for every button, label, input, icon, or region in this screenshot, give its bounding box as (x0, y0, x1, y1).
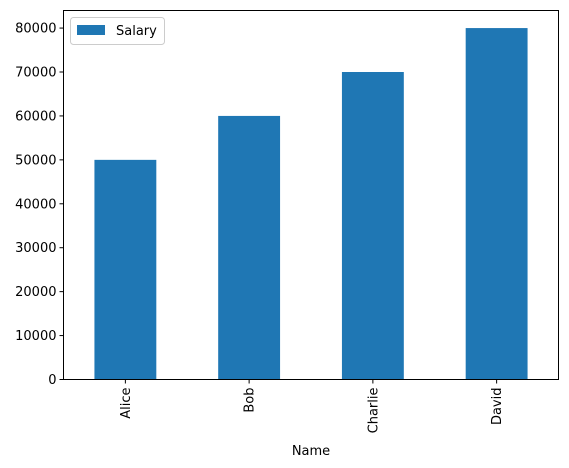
y-tick-label: 0 (48, 373, 56, 388)
y-tick-label: 60000 (15, 109, 56, 124)
bars-group (94, 28, 527, 379)
legend: Salary (71, 18, 165, 45)
bar-david (466, 28, 528, 379)
bar-alice (94, 160, 156, 380)
legend-label: Salary (116, 24, 157, 39)
x-axis: Alice Bob Charlie David (119, 380, 505, 434)
y-tick-label: 40000 (15, 197, 56, 212)
y-tick-label: 20000 (15, 285, 56, 300)
x-axis-title: Name (292, 444, 330, 459)
legend-swatch (77, 25, 105, 35)
x-tick-label: David (490, 388, 505, 426)
x-tick-label: Charlie (366, 388, 381, 434)
y-axis: 0 10000 20000 30000 40000 50000 60000 70000 8000… (15, 22, 63, 388)
y-tick-label: 30000 (15, 241, 56, 256)
bar-charlie (342, 72, 404, 380)
x-tick-label: Bob (243, 388, 258, 413)
y-tick-label: 50000 (15, 153, 56, 168)
x-tick-label: Alice (119, 388, 134, 419)
y-tick-label: 80000 (15, 22, 56, 37)
y-tick-label: 10000 (15, 329, 56, 344)
bar-bob (218, 116, 280, 380)
y-tick-label: 70000 (15, 66, 56, 81)
